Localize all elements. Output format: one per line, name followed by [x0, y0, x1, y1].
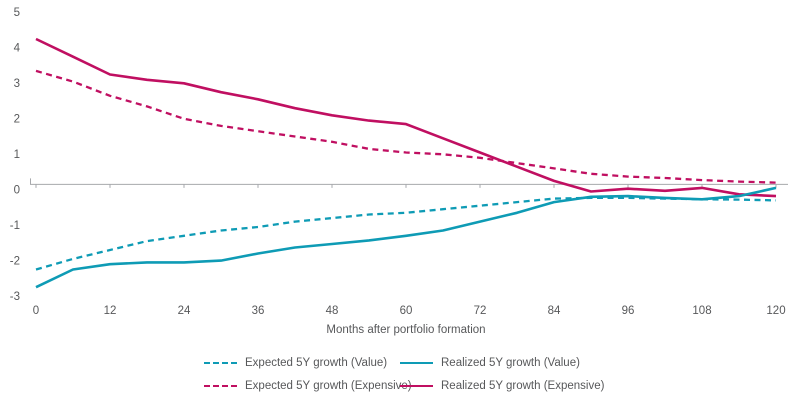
- legend-item-expected-expensive: Expected 5Y growth (Expensive): [204, 379, 412, 393]
- y-tick-label: -1: [10, 220, 20, 232]
- legend-item-realized-expensive: Realized 5Y growth (Expensive): [400, 379, 604, 393]
- x-tick-label: 24: [178, 305, 191, 317]
- y-tick-label: -3: [10, 291, 20, 303]
- x-tick-label: 12: [104, 305, 117, 317]
- legend-swatch-realized-value-icon: [400, 362, 433, 364]
- x-axis-title: Months after portfolio formation: [326, 324, 485, 336]
- x-tick-label: 60: [400, 305, 413, 317]
- series-line-expected-5y-growth-expensive-: [35, 69, 777, 184]
- legend-label-realized-expensive: Realized 5Y growth (Expensive): [441, 380, 605, 392]
- y-tick-label: 5: [14, 7, 20, 19]
- y-tick-label: 3: [14, 78, 20, 90]
- series-line-expected-5y-growth-value-: [35, 196, 777, 271]
- x-tick-label: 0: [33, 305, 39, 317]
- x-tick-label: 108: [692, 305, 711, 317]
- x-tick-label: 72: [474, 305, 487, 317]
- legend-item-expected-value: Expected 5Y growth (Value): [204, 356, 400, 370]
- x-tick-label: 120: [766, 305, 785, 317]
- line-chart: 0 12 24 36 48 60 72 84 96 108 120 5 4 3 2 1 0 -1 -2 -3 Month…: [10, 7, 788, 336]
- legend-swatch-expected-value-icon: [204, 362, 237, 364]
- legend-label-expected-value: Expected 5Y growth (Value): [245, 357, 388, 369]
- y-tick-label: 0: [14, 184, 20, 196]
- legend-swatch-realized-expensive-icon: [400, 385, 433, 387]
- y-tick-label: 4: [14, 43, 21, 55]
- x-tick-label: 84: [548, 305, 561, 317]
- legend-item-realized-value: Realized 5Y growth (Value): [400, 356, 596, 370]
- x-tick-label: 36: [252, 305, 265, 317]
- x-tick-label: 96: [622, 305, 635, 317]
- x-tick-label: 48: [326, 305, 339, 317]
- series-line-realized-5y-growth-expensive-: [35, 37, 777, 198]
- legend-swatch-expected-expensive-icon: [204, 385, 237, 387]
- y-tick-label: -2: [10, 255, 20, 267]
- chart-legend: Expected 5Y growth (Value) Realized 5Y g…: [204, 356, 604, 393]
- y-tick-label: 2: [14, 113, 20, 125]
- legend-label-realized-value: Realized 5Y growth (Value): [441, 357, 580, 369]
- legend-label-expected-expensive: Expected 5Y growth (Expensive): [245, 380, 412, 392]
- y-tick-label: 1: [14, 149, 20, 161]
- series-line-realized-5y-growth-value-: [35, 186, 777, 289]
